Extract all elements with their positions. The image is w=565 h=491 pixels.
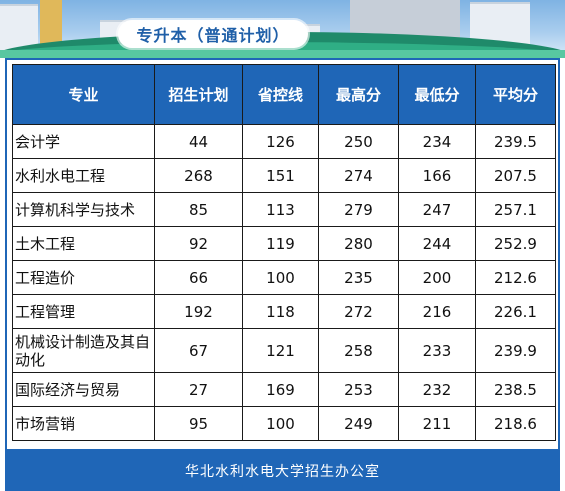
cell-line: 169 (242, 372, 319, 407)
cell-max: 258 (318, 328, 399, 373)
table-row: 计算机科学与技术 85 113 279 247 257.1 (12, 192, 556, 227)
cell-max: 249 (318, 406, 399, 441)
cell-major: 工程管理 (12, 294, 155, 329)
header-enrollment-plan: 招生计划 (154, 64, 243, 125)
table-row: 国际经济与贸易 27 169 253 232 238.5 (12, 372, 556, 407)
cell-major: 计算机科学与技术 (12, 192, 155, 227)
cell-line: 118 (242, 294, 319, 329)
cell-major: 土木工程 (12, 226, 155, 261)
cell-plan: 92 (154, 226, 243, 261)
cell-max: 280 (318, 226, 399, 261)
cell-avg: 238.5 (475, 372, 556, 407)
cell-min: 216 (398, 294, 476, 329)
header-provincial-line: 省控线 (242, 64, 319, 125)
header-avg-score: 平均分 (475, 64, 556, 125)
header-major: 专业 (12, 64, 155, 125)
header-max-score: 最高分 (318, 64, 399, 125)
cell-line: 119 (242, 226, 319, 261)
cell-avg: 257.1 (475, 192, 556, 227)
cell-major: 会计学 (12, 124, 155, 159)
cell-plan: 67 (154, 328, 243, 373)
cell-plan: 268 (154, 158, 243, 193)
cell-avg: 207.5 (475, 158, 556, 193)
cell-line: 113 (242, 192, 319, 227)
cell-line: 121 (242, 328, 319, 373)
cell-min: 200 (398, 260, 476, 295)
cell-avg: 218.6 (475, 406, 556, 441)
admission-score-table: 专业 招生计划 省控线 最高分 最低分 平均分 会计学 44 126 250 2… (12, 64, 556, 441)
cell-min: 232 (398, 372, 476, 407)
cell-major: 国际经济与贸易 (12, 372, 155, 407)
table-row: 工程造价 66 100 235 200 212.6 (12, 260, 556, 295)
cell-avg: 239.5 (475, 124, 556, 159)
cell-line: 126 (242, 124, 319, 159)
table-row: 水利水电工程 268 151 274 166 207.5 (12, 158, 556, 193)
cell-line: 100 (242, 406, 319, 441)
footer-banner: 华北水利水电大学招生办公室 (5, 451, 560, 491)
cell-max: 253 (318, 372, 399, 407)
cell-max: 274 (318, 158, 399, 193)
cell-major: 工程造价 (12, 260, 155, 295)
cell-line: 100 (242, 260, 319, 295)
cell-max: 250 (318, 124, 399, 159)
cell-plan: 27 (154, 372, 243, 407)
table-row: 市场营销 95 100 249 211 218.6 (12, 406, 556, 441)
cell-min: 211 (398, 406, 476, 441)
cell-major: 市场营销 (12, 406, 155, 441)
cell-avg: 239.9 (475, 328, 556, 373)
cell-avg: 252.9 (475, 226, 556, 261)
cell-line: 151 (242, 158, 319, 193)
cell-max: 235 (318, 260, 399, 295)
cell-min: 166 (398, 158, 476, 193)
green-wave-front (0, 50, 565, 58)
table-row: 土木工程 92 119 280 244 252.9 (12, 226, 556, 261)
cell-min: 247 (398, 192, 476, 227)
cell-max: 272 (318, 294, 399, 329)
cell-major: 机械设计制造及其自动化 (12, 328, 155, 373)
cell-plan: 85 (154, 192, 243, 227)
page-title: 专升本（普通计划） (118, 20, 308, 48)
table-header-row: 专业 招生计划 省控线 最高分 最低分 平均分 (12, 64, 556, 125)
cell-major: 水利水电工程 (12, 158, 155, 193)
table-row: 会计学 44 126 250 234 239.5 (12, 124, 556, 159)
cell-avg: 226.1 (475, 294, 556, 329)
building-left (0, 4, 38, 50)
table-row: 机械设计制造及其自动化 67 121 258 233 239.9 (12, 328, 556, 373)
cell-min: 234 (398, 124, 476, 159)
cell-plan: 66 (154, 260, 243, 295)
cell-avg: 212.6 (475, 260, 556, 295)
cell-min: 244 (398, 226, 476, 261)
cell-min: 233 (398, 328, 476, 373)
header-min-score: 最低分 (398, 64, 476, 125)
cell-plan: 95 (154, 406, 243, 441)
cell-plan: 44 (154, 124, 243, 159)
building-tower (40, 0, 62, 50)
table-row: 工程管理 192 118 272 216 226.1 (12, 294, 556, 329)
cell-max: 279 (318, 192, 399, 227)
cell-plan: 192 (154, 294, 243, 329)
header-banner: 专升本（普通计划） (0, 0, 565, 58)
